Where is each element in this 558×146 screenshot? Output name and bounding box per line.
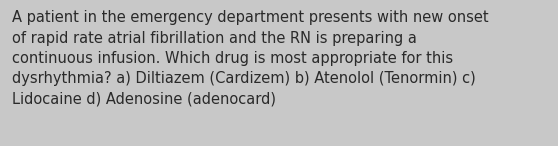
Text: A patient in the emergency department presents with new onset
of rapid rate atri: A patient in the emergency department pr… xyxy=(12,10,489,107)
